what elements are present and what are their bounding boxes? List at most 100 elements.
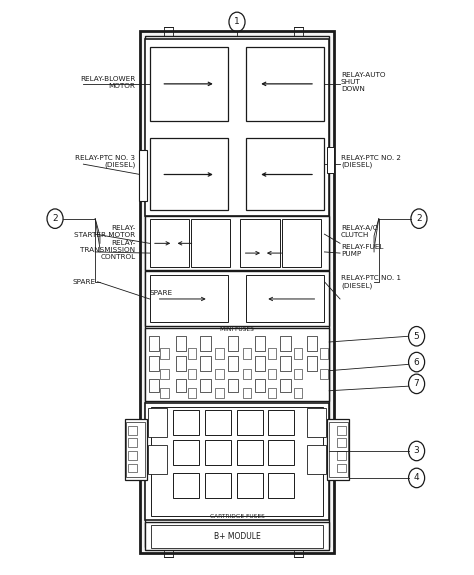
Bar	[149, 356, 159, 371]
Bar	[173, 440, 199, 465]
Bar	[149, 459, 166, 471]
Bar	[237, 440, 263, 465]
Text: RELAY-
TRANSMISSION
CONTROL: RELAY- TRANSMISSION CONTROL	[80, 240, 136, 260]
Bar	[173, 409, 199, 435]
Text: RELAY-FUEL
PUMP: RELAY-FUEL PUMP	[341, 244, 383, 256]
Bar	[175, 336, 186, 351]
Bar	[246, 47, 324, 121]
Bar	[240, 219, 280, 267]
Bar	[145, 328, 329, 401]
Bar	[206, 441, 230, 452]
Bar	[307, 336, 318, 351]
Bar	[145, 522, 329, 550]
Bar	[160, 369, 169, 380]
Bar	[128, 451, 137, 459]
Text: MINI FUSES: MINI FUSES	[220, 327, 254, 332]
Bar	[188, 348, 196, 359]
Bar	[308, 422, 325, 434]
Bar	[173, 473, 199, 498]
Bar	[145, 36, 329, 547]
Text: 5: 5	[414, 332, 419, 341]
Bar	[174, 453, 198, 463]
Bar	[243, 369, 251, 380]
Bar	[200, 336, 210, 351]
Text: 3: 3	[414, 446, 419, 455]
Bar	[268, 473, 294, 498]
Bar	[237, 441, 262, 452]
Bar	[255, 336, 265, 351]
Bar	[308, 411, 325, 421]
Bar	[205, 473, 231, 498]
Bar	[149, 380, 159, 392]
Bar	[150, 47, 228, 121]
Bar	[269, 411, 293, 421]
Text: B+ MODULE: B+ MODULE	[214, 532, 260, 541]
Text: CARTRIDGE FUSES: CARTRIDGE FUSES	[210, 513, 264, 519]
Bar	[228, 336, 238, 351]
Bar	[205, 409, 231, 435]
Bar	[174, 422, 198, 433]
Bar	[246, 139, 324, 210]
Bar	[148, 408, 167, 436]
Bar	[294, 389, 302, 398]
Bar	[237, 474, 262, 485]
Bar	[145, 271, 329, 326]
Bar	[174, 474, 198, 485]
Bar	[140, 182, 143, 189]
Bar	[328, 422, 347, 477]
Bar	[151, 407, 323, 516]
Bar	[215, 348, 224, 359]
Bar	[174, 441, 198, 452]
Bar	[237, 422, 262, 433]
Bar	[144, 173, 146, 180]
Bar	[237, 473, 263, 498]
Bar	[206, 422, 230, 433]
Bar	[150, 275, 228, 323]
Bar	[328, 164, 333, 171]
Bar	[205, 440, 231, 465]
Bar	[307, 356, 318, 371]
Text: SPARE: SPARE	[150, 290, 173, 296]
Bar	[200, 380, 210, 392]
Bar	[327, 419, 349, 480]
Bar	[149, 422, 166, 434]
Text: RELAY-
STARTER MOTOR: RELAY- STARTER MOTOR	[74, 225, 136, 239]
Bar	[269, 474, 293, 485]
Bar	[206, 474, 230, 485]
Bar	[128, 463, 137, 472]
Bar	[140, 191, 143, 198]
Bar	[150, 219, 189, 267]
Bar	[188, 369, 196, 380]
Bar	[237, 409, 263, 435]
Bar	[144, 191, 146, 198]
Bar	[188, 389, 196, 398]
Bar	[127, 422, 146, 477]
Text: 7: 7	[414, 380, 419, 388]
Bar	[145, 216, 329, 270]
Bar	[175, 356, 186, 371]
Bar	[139, 150, 147, 201]
Bar	[281, 356, 291, 371]
Bar	[175, 380, 186, 392]
Bar	[294, 369, 302, 380]
Bar	[308, 459, 325, 471]
Text: RELAY-PTC NO. 1
(DIESEL): RELAY-PTC NO. 1 (DIESEL)	[341, 275, 401, 289]
Bar	[160, 389, 169, 398]
Text: 2: 2	[52, 214, 58, 223]
Bar	[268, 348, 276, 359]
Bar	[174, 411, 198, 421]
Bar	[308, 448, 325, 458]
Bar	[294, 348, 302, 359]
Bar	[282, 219, 321, 267]
Text: 4: 4	[414, 473, 419, 482]
Text: RELAY-PTC NO. 2
(DIESEL): RELAY-PTC NO. 2 (DIESEL)	[341, 155, 401, 168]
Bar	[200, 356, 210, 371]
Text: 6: 6	[414, 358, 419, 367]
Bar	[215, 369, 224, 380]
Bar	[269, 453, 293, 463]
Text: 1: 1	[234, 17, 240, 26]
Bar	[281, 380, 291, 392]
Bar	[281, 336, 291, 351]
Bar	[255, 356, 265, 371]
Bar	[307, 445, 326, 474]
